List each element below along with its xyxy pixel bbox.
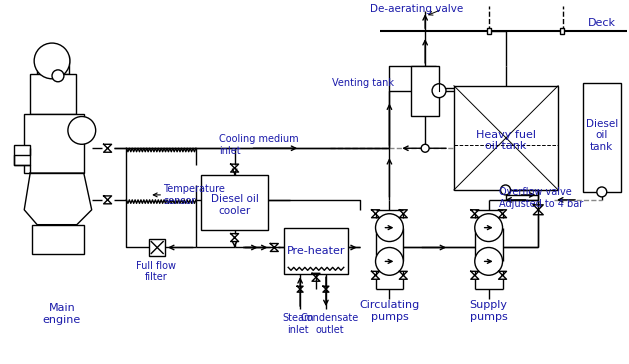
Text: Deck: Deck <box>588 18 616 28</box>
Text: Full flow
filter: Full flow filter <box>136 261 176 282</box>
Text: Overflow valve
Adjusted to 4 bar: Overflow valve Adjusted to 4 bar <box>499 187 583 209</box>
Text: Venting tank: Venting tank <box>332 78 394 88</box>
Circle shape <box>376 214 403 242</box>
Bar <box>30 74 76 114</box>
Bar <box>454 86 558 190</box>
Circle shape <box>475 248 503 275</box>
Polygon shape <box>25 173 92 225</box>
Circle shape <box>501 185 511 195</box>
Bar <box>560 28 564 34</box>
Bar <box>25 114 84 173</box>
Bar <box>201 175 269 230</box>
Text: Temperature
sensor: Temperature sensor <box>163 184 225 206</box>
Bar <box>411 66 439 115</box>
Text: Diesel oil
cooler: Diesel oil cooler <box>211 194 259 215</box>
Text: Supply
pumps: Supply pumps <box>470 300 508 322</box>
Circle shape <box>475 214 503 242</box>
Text: Circulating
pumps: Circulating pumps <box>359 300 420 322</box>
Circle shape <box>597 187 607 197</box>
Bar <box>149 238 165 256</box>
Text: Cooling medium
inlet: Cooling medium inlet <box>219 134 298 156</box>
Circle shape <box>432 84 446 98</box>
Text: De-aerating valve: De-aerating valve <box>370 4 463 14</box>
Text: Steam
inlet: Steam inlet <box>282 313 314 335</box>
Text: Pre-heater: Pre-heater <box>287 246 345 257</box>
Text: Heavy fuel
oil tank: Heavy fuel oil tank <box>476 130 535 151</box>
Text: Main
engine: Main engine <box>43 303 81 325</box>
Circle shape <box>68 116 96 144</box>
Circle shape <box>52 70 64 82</box>
Bar <box>32 225 84 254</box>
Bar <box>37 56 69 74</box>
Bar <box>583 83 621 192</box>
Text: Condensate
outlet: Condensate outlet <box>301 313 359 335</box>
Circle shape <box>34 43 70 79</box>
Circle shape <box>376 248 403 275</box>
Circle shape <box>421 144 429 152</box>
Bar <box>14 145 30 165</box>
Text: Diesel
oil
tank: Diesel oil tank <box>586 119 618 152</box>
Bar <box>284 228 348 274</box>
Bar <box>487 28 491 34</box>
